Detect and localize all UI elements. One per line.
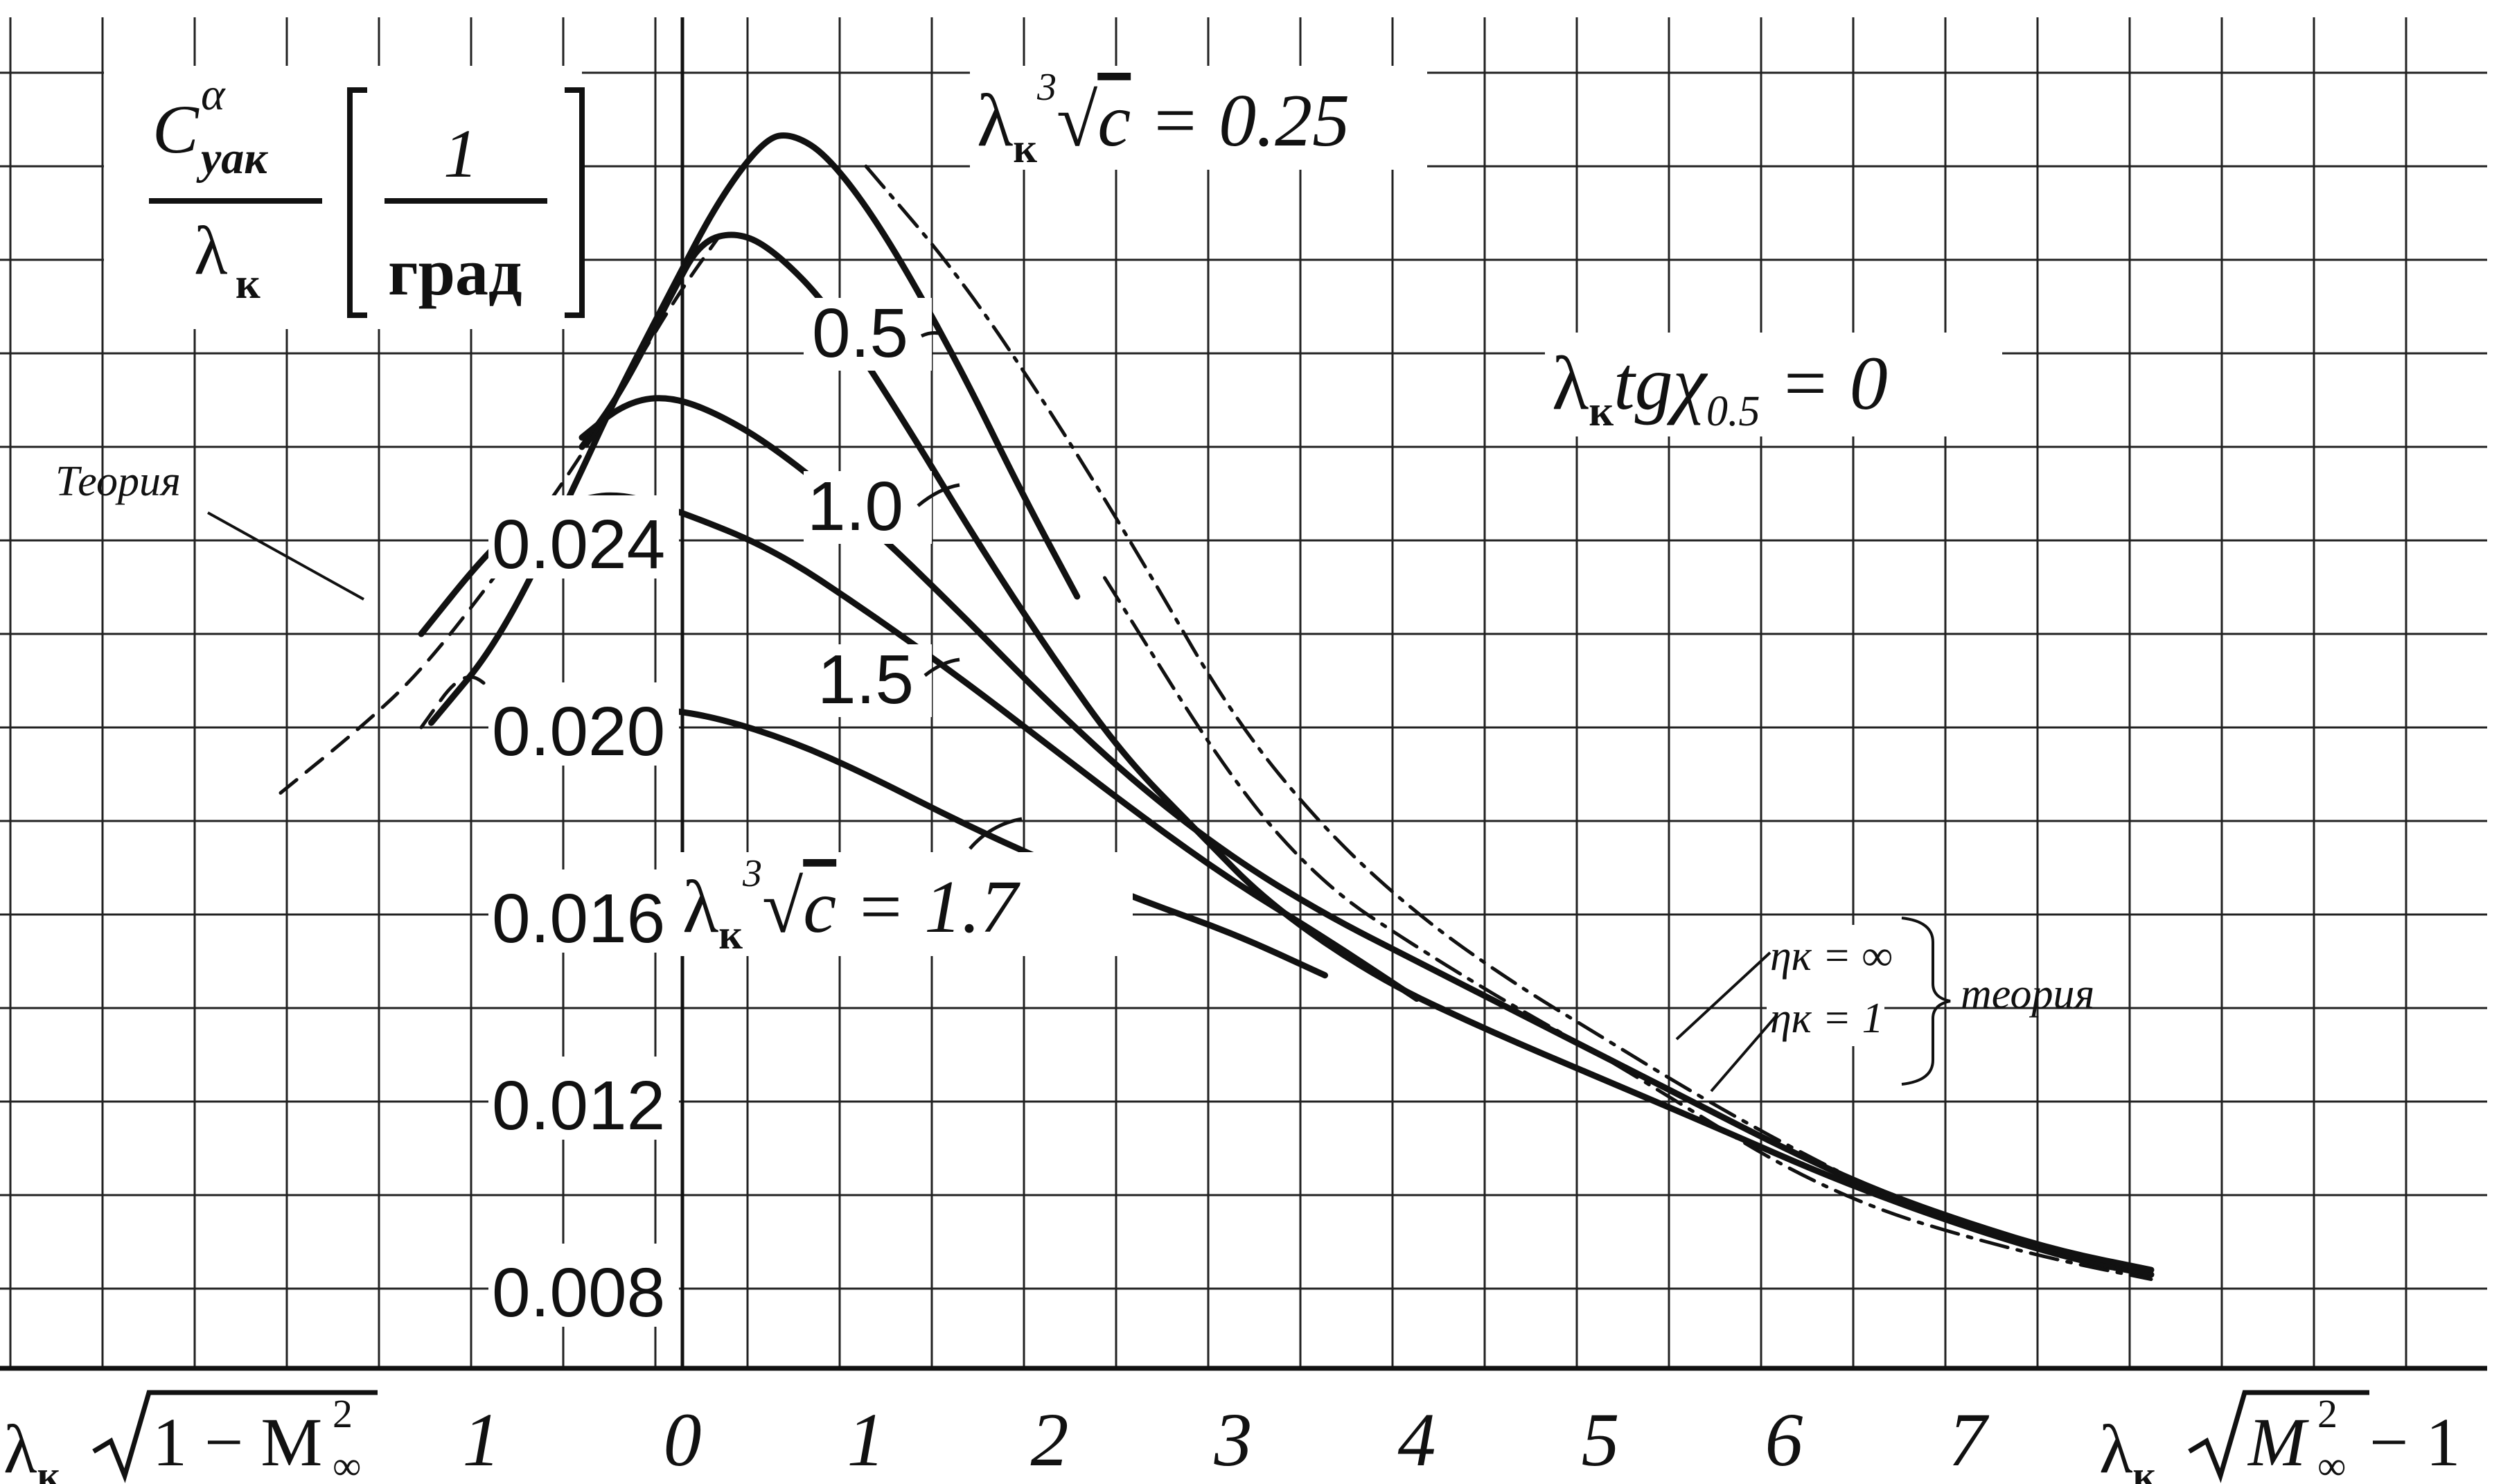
y-label-num-sub: yaк [196,133,268,184]
y-tick-label-bg [488,869,679,953]
svg-text:λк3√c = 1.7: λк3√c = 1.7 [682,852,1020,957]
annotation-teoria-right: теория [1961,971,2094,1018]
y-label-num-base: C [152,91,200,168]
series-line-1.7 [619,705,1328,979]
xlabel-sup-base: λ [2099,1411,2133,1484]
xlabel-sup-tail: − 1 [2369,1404,2460,1481]
xlabel-sup-sub: к [2133,1453,2157,1484]
svg-text:1 − M: 1 − M [152,1404,322,1481]
y-tick-labels: 0.024 0.020 0.016 0.012 0.008 [488,495,679,1332]
y-axis-label: C α yaк λ к 1 град [104,66,585,329]
annotation-eta-one: ηк = 1 [1770,995,1884,1042]
xlabel-sub-root: 1 − M [152,1404,322,1481]
svg-text:M: M [2247,1404,2309,1481]
xlabel-sub-root-sub: ∞ [333,1443,361,1484]
svg-text:λк3√c = 0.25: λк3√c = 0.25 [977,66,1350,171]
xlabel-sub-radical [92,1390,378,1483]
xlabel-sup-root-sub: ∞ [2317,1443,2346,1484]
x-tick-label-subsonic: 1 [463,1397,501,1482]
y-tick-label-bg [488,682,679,766]
condition-label: λкtgχ0.5 = 0 [1545,333,2002,436]
series-label-1.5-leader [923,657,960,677]
annotations: Теория ηк = ∞ ηк = 1 теория [55,458,2094,1093]
xlabel-sub-base: λ [3,1411,37,1484]
series-label-0.25: 0.25 [1219,80,1350,162]
xlabel-sup-root-sup: 2 [2317,1391,2337,1436]
series-label-1.7-prefix: λ [682,866,718,948]
x-tick-labels: 1 0 1 2 3 4 5 6 7 [463,1397,1990,1482]
x-tick-label-supersonic: 4 [1398,1397,1436,1482]
x-axis-label-subsonic: λк 1 − M 2 ∞ [3,1390,378,1484]
y-tick-label: 0.024 [492,506,665,583]
y-label-den-base: λ [194,212,228,289]
x-tick-label-supersonic: 3 [1214,1397,1253,1482]
condition-rest: tgχ [1614,341,1708,425]
annotation-teoria-left: Теория [55,458,181,505]
series-label-0.25-prefix: λ [977,80,1013,162]
xlabel-sub-root-sup: 2 [333,1391,353,1436]
series-line--1 [1103,576,2153,1281]
condition-tail: = 0 [1760,341,1888,425]
series-label-1.0: 1.0 [807,468,903,545]
annotation-eta-inf-leader [1675,951,1771,1041]
y-tick-label: 0.012 [492,1067,665,1145]
series-label-1.5: 1.5 [818,641,914,718]
series-label-1.0-leader [917,483,960,507]
y-tick-label-bg [488,1057,679,1140]
svg-text:λк: λк [3,1411,61,1484]
annotation-brace [1901,917,1951,1086]
annotation-eta-one-leader [1710,1014,1778,1093]
x-tick-label-supersonic: 7 [1949,1397,1990,1482]
y-label-num-sup: α [201,69,226,120]
y-label-unit-den: град [388,235,522,309]
xlabel-sup-root: M [2247,1404,2309,1481]
x-tick-label-supersonic: 2 [1031,1397,1069,1482]
condition-rest-sub: 0.5 [1706,388,1760,435]
y-label-unit-num: 1 [443,115,478,192]
curves [279,132,2155,1281]
annotation-teoria-left-leader [207,511,364,601]
x-axis-label-supersonic: λк M 2 ∞ − 1 [2099,1390,2460,1484]
y-tick-label: 0.020 [492,693,665,770]
svg-text:λкtgχ0.5 = 0: λкtgχ0.5 = 0 [1552,341,1888,435]
series-label-0.5: 0.5 [812,294,908,372]
x-tick-label-supersonic: 1 [847,1397,885,1482]
x-tick-label-supersonic: 6 [1765,1397,1803,1482]
y-label-bracket-right [565,87,585,318]
xlabel-sup-radical [2188,1390,2369,1483]
y-tick-label: 0.016 [492,880,665,957]
series-label-0.25-eq: = [1131,80,1219,162]
svg-text:λк: λк [2099,1411,2157,1484]
series-line-1.0 [578,395,2155,1273]
svg-text:C: C [152,91,200,168]
series-label-1.7-leader [969,817,1023,850]
series-label-0.5-leader [920,331,943,338]
y-label-bracket-left [347,87,367,318]
series-line-- [864,164,2153,1277]
condition-sub: к [1589,388,1614,435]
series-labels: λк3√c = 0.25 0.5 1.0 1.5 λк3√c = 1.7 [675,66,1427,957]
y-tick-label: 0.008 [492,1254,665,1332]
y-label-den-sub: к [236,260,260,308]
y-tick-label-bg [488,495,679,578]
x-tick-label-subsonic: 0 [664,1397,702,1482]
condition-base: λ [1552,341,1589,425]
annotation-eta-inf: ηк = ∞ [1770,933,1893,980]
series-label-1.7: 1.7 [924,866,1020,948]
xlabel-sub-sub: к [37,1453,61,1484]
x-tick-label-supersonic: 5 [1582,1397,1620,1482]
y-tick-label-bg [488,1244,679,1327]
